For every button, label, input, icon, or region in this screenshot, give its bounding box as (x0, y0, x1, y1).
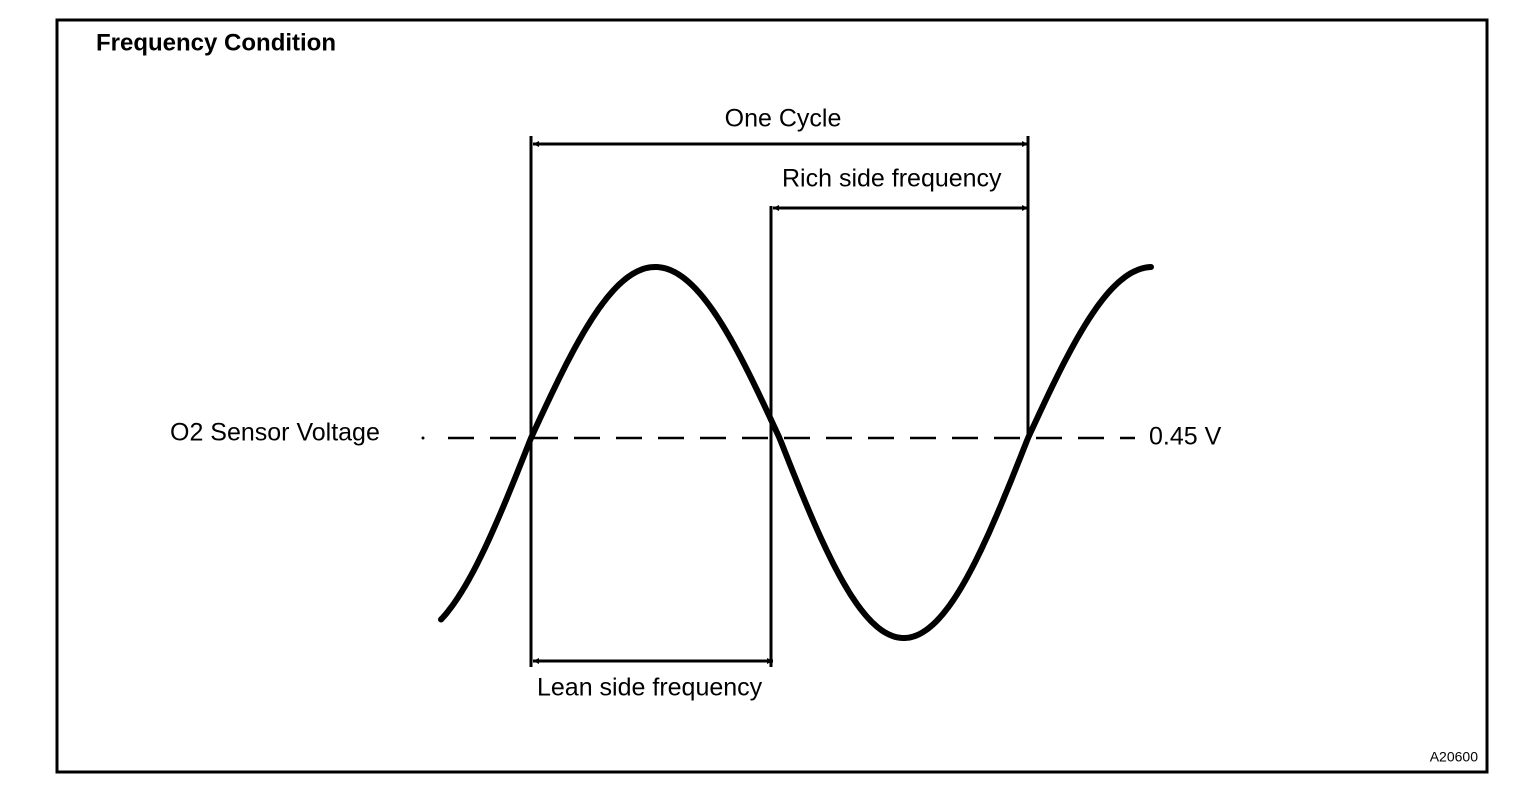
sensor-label: O2 Sensor Voltage (170, 419, 380, 447)
one-cycle-label: One Cycle (725, 105, 842, 133)
figure-id: A20600 (1430, 749, 1478, 765)
rich-label: Rich side frequency (782, 165, 1002, 193)
lean-label: Lean side frequency (537, 674, 763, 702)
threshold-label: 0.45 V (1149, 423, 1222, 451)
voltage-wave (438, 264, 1154, 641)
dot (421, 436, 425, 440)
title: Frequency Condition (96, 29, 336, 56)
